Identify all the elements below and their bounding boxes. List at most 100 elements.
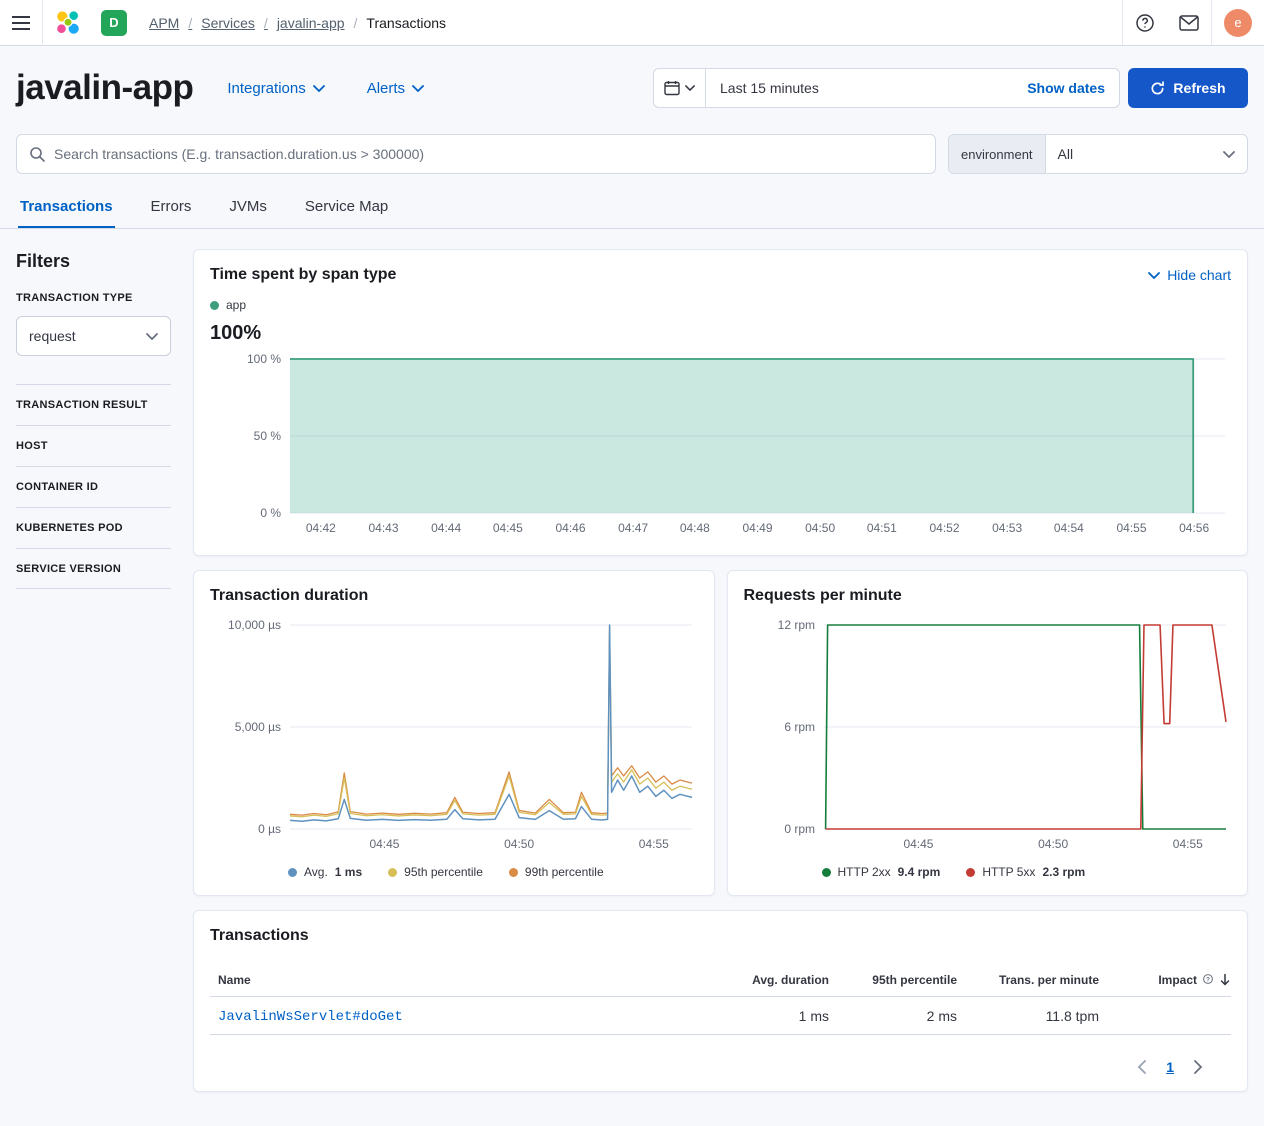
table-header-row: Name Avg. duration 95th percentile Trans…: [210, 963, 1231, 997]
svg-text:04:45: 04:45: [369, 837, 399, 851]
series-dot-http-2xx: [821, 867, 831, 877]
svg-text:04:52: 04:52: [929, 521, 959, 535]
legend-item-99th[interactable]: 99th percentile: [508, 865, 604, 879]
menu-button[interactable]: [0, 0, 43, 46]
legend-value-http-5xx: 2.3 rpm: [1042, 865, 1086, 879]
svg-text:12 rpm: 12 rpm: [777, 618, 814, 632]
svg-text:100 %: 100 %: [247, 352, 281, 366]
svg-text:04:45: 04:45: [493, 521, 523, 535]
page-number-1[interactable]: 1: [1166, 1059, 1174, 1075]
transactions-table-title: Transactions: [210, 927, 309, 944]
legend-item-http-2xx[interactable]: HTTP 2xx 9.4 rpm: [821, 865, 940, 879]
hamburger-icon: [12, 15, 30, 30]
facet-kubernetes-pod[interactable]: KUBERNETES POD: [16, 507, 171, 548]
time-range-value[interactable]: Last 15 minutes: [706, 80, 1027, 96]
legend-item-avg[interactable]: Avg. 1 ms: [288, 865, 362, 879]
svg-text:6 rpm: 6 rpm: [784, 720, 815, 734]
alerts-dropdown[interactable]: Alerts: [367, 80, 424, 97]
legend-label-http-5xx: HTTP 5xx: [982, 865, 1036, 879]
info-icon: ?: [1203, 973, 1213, 984]
filters-title: Filters: [16, 251, 71, 271]
tab-jvms[interactable]: JVMs: [227, 198, 269, 228]
facet-transaction-result[interactable]: TRANSACTION RESULT: [16, 384, 171, 425]
elastic-home-button[interactable]: [43, 0, 93, 46]
svg-text:5,000 µs: 5,000 µs: [235, 720, 281, 734]
environment-select[interactable]: All: [1046, 135, 1247, 173]
svg-text:04:44: 04:44: [431, 521, 461, 535]
svg-text:04:56: 04:56: [1179, 521, 1209, 535]
svg-text:04:55: 04:55: [1116, 521, 1146, 535]
requests-per-minute-title: Requests per minute: [743, 587, 902, 604]
date-picker: Last 15 minutes Show dates: [653, 68, 1120, 108]
environment-value: All: [1057, 146, 1074, 162]
transaction-name-link[interactable]: JavalinWsServlet#doGet: [218, 1008, 403, 1025]
svg-text:04:46: 04:46: [555, 521, 585, 535]
series-dot-app: [210, 300, 219, 310]
time-controls: Last 15 minutes Show dates Refresh: [653, 68, 1248, 108]
svg-text:04:50: 04:50: [504, 837, 534, 851]
next-page-button[interactable]: [1194, 1060, 1203, 1074]
breadcrumb-services[interactable]: Services: [188, 15, 255, 31]
column-header-impact-sort[interactable]: Impact ?: [1158, 973, 1231, 987]
pagination: 1: [210, 1059, 1231, 1075]
svg-text:04:48: 04:48: [680, 521, 710, 535]
hide-chart-link[interactable]: Hide chart: [1148, 267, 1231, 283]
newsfeed-button[interactable]: [1167, 0, 1211, 46]
previous-page-button[interactable]: [1137, 1060, 1147, 1074]
tab-transactions[interactable]: Transactions: [18, 198, 115, 228]
elastic-logo-icon: [56, 9, 80, 35]
transaction-type-label: TRANSACTION TYPE: [16, 292, 133, 304]
transaction-duration-panel: Transaction duration 0 µs 5,000 µs 10,000 …: [193, 570, 715, 896]
show-dates-link[interactable]: Show dates: [1027, 80, 1119, 96]
facet-sections: TRANSACTION RESULT HOST CONTAINER ID KUB…: [16, 384, 171, 589]
svg-text:0 %: 0 %: [260, 506, 281, 520]
span-type-chart[interactable]: 0 % 50 % 100 % 04:42 04:43 04:44 04:45 04:46 04:…: [210, 351, 1231, 539]
alerts-label: Alerts: [366, 79, 406, 97]
series-dot-http-5xx: [966, 867, 976, 877]
svg-text:04:43: 04:43: [368, 521, 398, 535]
legend-item-95th[interactable]: 95th percentile: [388, 865, 483, 879]
quick-select-button[interactable]: [654, 69, 706, 107]
svg-text:04:42: 04:42: [306, 521, 336, 535]
legend-item-app[interactable]: app: [210, 298, 246, 312]
legend-item-http-5xx[interactable]: HTTP 5xx 2.3 rpm: [966, 865, 1085, 879]
legend-label-avg: Avg.: [304, 865, 328, 879]
integrations-dropdown[interactable]: Integrations: [227, 80, 325, 97]
legend-value-avg: 1 ms: [334, 865, 363, 879]
facet-container-id[interactable]: CONTAINER ID: [16, 466, 171, 507]
transaction-duration-title: Transaction duration: [210, 587, 369, 604]
chevron-down-icon: [412, 84, 424, 92]
refresh-button[interactable]: Refresh: [1128, 68, 1248, 108]
requests-per-minute-panel: Requests per minute 0 rpm 6 rpm 12 rpm 04:4…: [726, 570, 1248, 896]
search-input[interactable]: [54, 146, 923, 162]
svg-text:04:53: 04:53: [992, 521, 1022, 535]
deployment-button[interactable]: D: [93, 0, 135, 46]
column-header-trans-per-minute: Trans. per minute: [998, 972, 1099, 987]
top-navigation-bar: D APM Services javalin-app Transactions: [0, 0, 1264, 46]
requests-per-minute-chart[interactable]: 0 rpm 6 rpm 12 rpm 04:45 04:50 04:55: [744, 617, 1232, 855]
tab-errors[interactable]: Errors: [149, 198, 194, 228]
svg-text:0 µs: 0 µs: [258, 822, 281, 836]
svg-text:?: ?: [1206, 976, 1210, 983]
transaction-duration-chart[interactable]: 0 µs 5,000 µs 10,000 µs 04:45 04:50 04:55: [210, 617, 698, 855]
facet-service-version[interactable]: SERVICE VERSION: [16, 548, 171, 589]
breadcrumb-apm[interactable]: APM: [149, 14, 180, 31]
charts-row: Transaction duration 0 µs 5,000 µs 10,000 …: [193, 570, 1248, 896]
table-row: JavalinWsServlet#doGet 1 ms 2 ms 11.8 tp…: [210, 997, 1231, 1035]
page-content: Filters TRANSACTION TYPE request TRANSAC…: [0, 229, 1264, 1118]
search-row: environment All: [0, 134, 1264, 174]
svg-text:10,000 µs: 10,000 µs: [228, 618, 281, 632]
help-icon: [1136, 13, 1154, 32]
main-column: Time spent by span type Hide chart app 1…: [193, 249, 1248, 1092]
span-type-panel-title: Time spent by span type: [210, 266, 397, 283]
breadcrumb-service-name[interactable]: javalin-app: [264, 15, 345, 31]
svg-text:04:45: 04:45: [903, 837, 933, 851]
help-button[interactable]: [1123, 0, 1167, 46]
environment-label: environment: [949, 135, 1046, 173]
search-icon: [30, 147, 45, 162]
transaction-type-select[interactable]: request: [16, 316, 171, 356]
user-menu-button[interactable]: e: [1212, 0, 1264, 46]
facet-host[interactable]: HOST: [16, 425, 171, 466]
svg-text:04:50: 04:50: [805, 521, 835, 535]
tab-service-map[interactable]: Service Map: [303, 198, 390, 228]
